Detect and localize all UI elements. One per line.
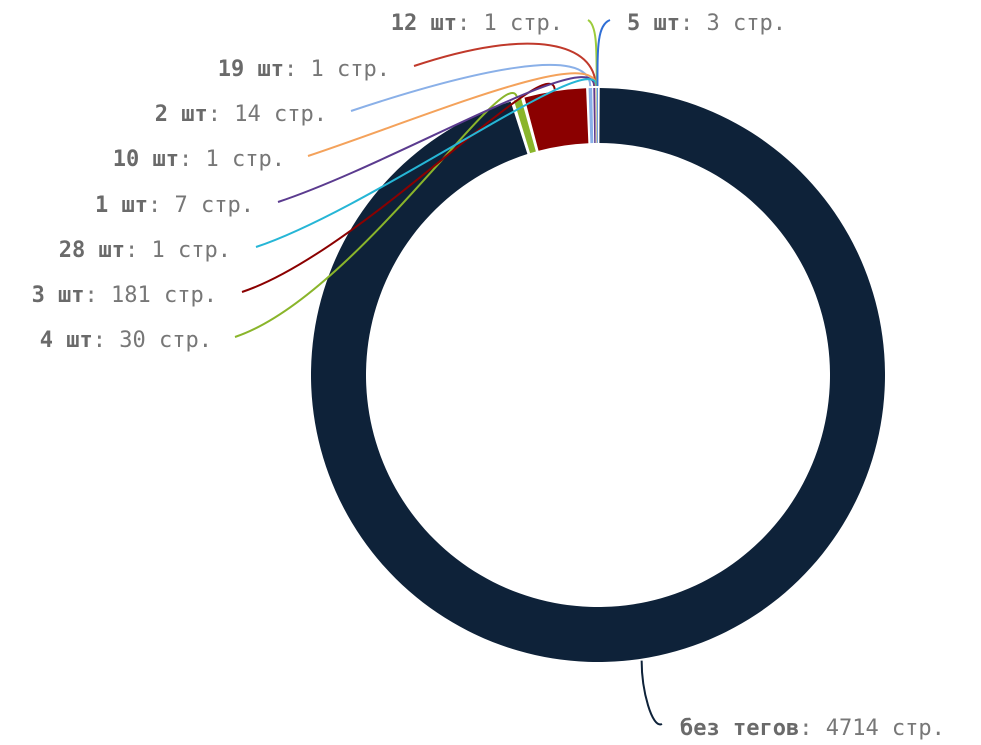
data-label-28-шт: 28 шт: 1 стр. [59, 238, 231, 263]
data-label-value: : 30 стр. [93, 328, 212, 353]
data-label-key: 3 шт [32, 283, 85, 308]
data-label-value: : 14 стр. [208, 102, 327, 127]
data-label-10-шт: 10 шт: 1 стр. [113, 147, 285, 172]
leader-lines-group [234, 19, 663, 726]
slice-28-шт[interactable] [596, 88, 597, 144]
slice-10-шт[interactable] [595, 88, 597, 144]
slice-2-шт[interactable] [588, 88, 594, 144]
data-label-value: : 4714 стр. [799, 716, 945, 741]
data-label-value: : 7 стр. [148, 193, 254, 218]
data-label-12-шт: 12 шт: 1 стр. [391, 11, 563, 36]
data-label-19-шт: 19 шт: 1 стр. [218, 57, 390, 82]
data-label-без-тегов: без тегов: 4714 стр. [680, 716, 945, 741]
slices-group [310, 88, 885, 662]
leader-line-3-шт [241, 82, 556, 293]
slice-без-тегов[interactable] [310, 88, 885, 662]
data-label-value: : 1 стр. [457, 11, 563, 36]
leader-line-4-шт [234, 92, 518, 338]
slice-1-шт[interactable] [593, 88, 596, 144]
data-label-value: : 181 стр. [85, 283, 217, 308]
leader-line-без-тегов [640, 660, 663, 726]
data-label-key: 19 шт [218, 57, 284, 82]
data-label-key: 1 шт [95, 193, 148, 218]
data-label-2-шт: 2 шт: 14 стр. [155, 102, 327, 127]
slice-19-шт[interactable] [595, 88, 597, 144]
data-label-key: 10 шт [113, 147, 179, 172]
leader-line-5-шт [596, 19, 611, 87]
data-label-4-шт: 4 шт: 30 стр. [40, 328, 212, 353]
data-label-3-шт: 3 шт: 181 стр. [32, 283, 217, 308]
data-label-key: 4 шт [40, 328, 93, 353]
leader-line-19-шт [413, 42, 597, 87]
data-label-value: : 3 стр. [680, 11, 786, 36]
data-label-value: : 1 стр. [179, 147, 285, 172]
data-label-key: 12 шт [391, 11, 457, 36]
slice-4-шт[interactable] [513, 98, 536, 154]
data-label-value: : 1 стр. [125, 238, 231, 263]
leader-line-1-шт [277, 76, 596, 203]
data-label-value: : 1 стр. [284, 57, 390, 82]
leader-line-10-шт [307, 72, 597, 157]
data-label-key: без тегов [680, 716, 799, 741]
data-label-key: 28 шт [59, 238, 125, 263]
data-label-5-шт: 5 шт: 3 стр. [627, 11, 786, 36]
data-label-key: 2 шт [155, 102, 208, 127]
data-label-key: 5 шт [627, 11, 680, 36]
leader-line-28-шт [255, 78, 598, 248]
data-label-1-шт: 1 шт: 7 стр. [95, 193, 254, 218]
slice-3-шт[interactable] [524, 88, 589, 151]
labels-group: без тегов: 4714 стр.4 шт: 30 стр.3 шт: 1… [32, 11, 945, 741]
slice-5-шт[interactable] [597, 88, 598, 144]
